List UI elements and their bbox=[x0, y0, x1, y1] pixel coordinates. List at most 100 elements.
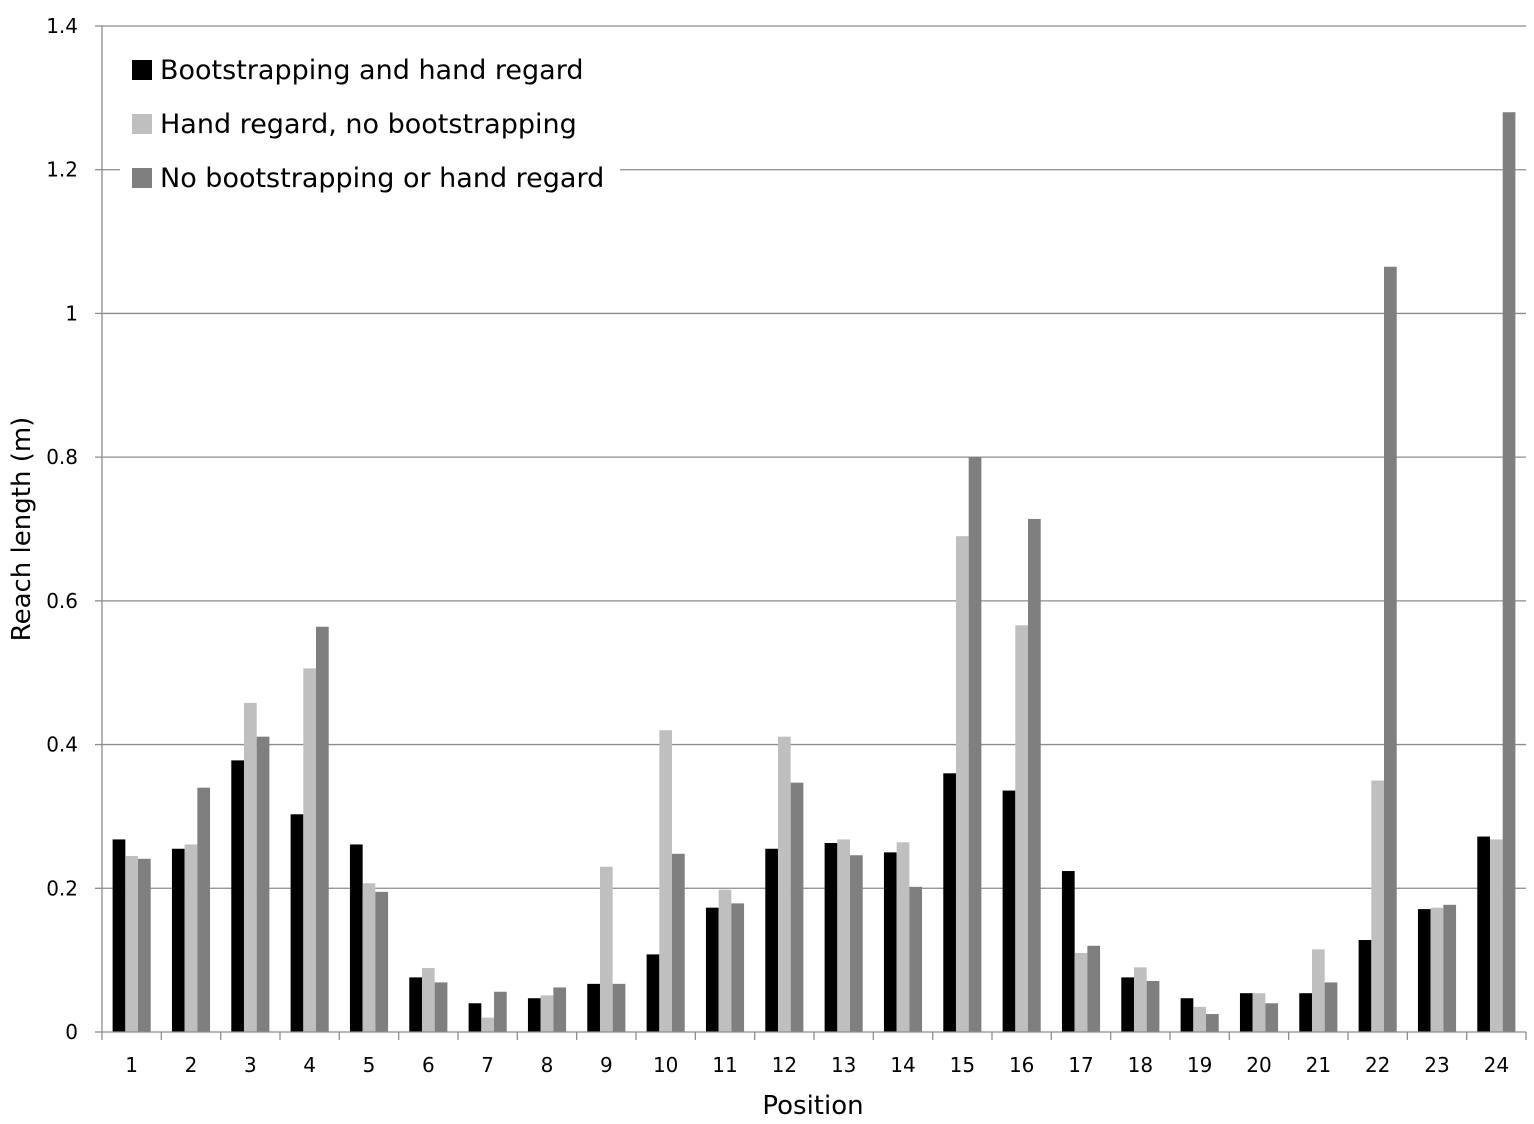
bar bbox=[837, 839, 851, 1032]
bar bbox=[599, 866, 613, 1032]
bar bbox=[409, 977, 422, 1032]
bar bbox=[1074, 952, 1088, 1032]
x-tick-label: 16 bbox=[1009, 1053, 1034, 1077]
bar bbox=[243, 702, 257, 1032]
bar bbox=[968, 457, 982, 1033]
axes bbox=[95, 25, 1527, 1040]
x-tick-label: 7 bbox=[481, 1053, 494, 1077]
bar bbox=[718, 889, 732, 1032]
x-tick-label: 22 bbox=[1365, 1053, 1390, 1077]
bar bbox=[303, 668, 317, 1032]
bar bbox=[1193, 1006, 1207, 1032]
bar bbox=[1384, 266, 1397, 1032]
y-axis-title: Reach length (m) bbox=[7, 417, 37, 642]
legend-item-2: Hand regard, no bootstrapping bbox=[132, 109, 577, 140]
bar bbox=[256, 736, 270, 1032]
bar bbox=[184, 844, 198, 1032]
x-tick-label: 1 bbox=[125, 1053, 138, 1077]
bar bbox=[705, 907, 719, 1032]
x-tick-label: 11 bbox=[712, 1053, 737, 1077]
bar bbox=[896, 842, 910, 1032]
bars bbox=[112, 112, 1516, 1033]
tick-labels: 00.20.40.60.811.21.41 2 3 4 5 6 7 8 9 10 11 12 13 14 1… bbox=[46, 14, 1509, 1077]
bar bbox=[850, 855, 863, 1032]
bar bbox=[468, 1003, 482, 1032]
legend-label: Hand regard, no bootstrapping bbox=[160, 109, 577, 140]
x-tick-label: 8 bbox=[541, 1053, 554, 1077]
x-tick-label: 10 bbox=[653, 1053, 678, 1077]
bar bbox=[909, 886, 923, 1032]
x-tick-label: 17 bbox=[1068, 1053, 1093, 1077]
bar bbox=[349, 844, 363, 1032]
bar bbox=[434, 982, 448, 1032]
bar bbox=[125, 855, 139, 1032]
x-tick-label: 13 bbox=[831, 1053, 856, 1077]
bar bbox=[1133, 967, 1147, 1032]
y-tick-label: 1.2 bbox=[46, 158, 78, 182]
y-tick-label: 0 bbox=[65, 1020, 78, 1044]
bar bbox=[1061, 871, 1075, 1032]
bar bbox=[1443, 904, 1457, 1032]
bar bbox=[1252, 993, 1266, 1032]
y-tick-label: 1 bbox=[65, 301, 78, 325]
y-tick-label: 1.4 bbox=[46, 14, 78, 38]
bar bbox=[1299, 993, 1312, 1032]
x-tick-label: 14 bbox=[890, 1053, 915, 1077]
bar bbox=[112, 839, 126, 1032]
x-tick-label: 23 bbox=[1424, 1053, 1449, 1077]
x-tick-label: 24 bbox=[1484, 1053, 1509, 1077]
x-tick-label: 2 bbox=[185, 1053, 198, 1077]
legend-swatch bbox=[132, 168, 152, 188]
bar bbox=[1180, 998, 1194, 1032]
bar bbox=[362, 883, 376, 1032]
legend-item-1: Bootstrapping and hand regard bbox=[132, 55, 584, 86]
bar bbox=[316, 626, 329, 1032]
bar bbox=[612, 983, 626, 1032]
bar bbox=[1239, 993, 1253, 1032]
bar bbox=[290, 814, 304, 1032]
bar bbox=[790, 782, 804, 1032]
x-tick-label: 6 bbox=[422, 1053, 435, 1077]
bar bbox=[1502, 112, 1516, 1032]
bar bbox=[646, 954, 660, 1032]
bar bbox=[1087, 945, 1101, 1032]
bar bbox=[1477, 836, 1490, 1032]
bar bbox=[138, 858, 151, 1032]
bar bbox=[494, 991, 507, 1032]
legend-swatch bbox=[132, 114, 152, 134]
bar bbox=[421, 968, 435, 1032]
bar bbox=[1206, 1014, 1219, 1032]
legend-label: No bootstrapping or hand regard bbox=[160, 163, 604, 194]
bar bbox=[231, 760, 244, 1032]
bar bbox=[197, 787, 211, 1032]
bar bbox=[1430, 907, 1444, 1032]
bar bbox=[1028, 518, 1041, 1032]
bar bbox=[777, 736, 791, 1032]
bar bbox=[1121, 977, 1134, 1032]
x-tick-label: 19 bbox=[1187, 1053, 1212, 1077]
bar bbox=[553, 987, 567, 1032]
bar bbox=[943, 773, 956, 1032]
bar bbox=[481, 1017, 495, 1032]
bar bbox=[1002, 790, 1016, 1032]
bar bbox=[765, 848, 778, 1032]
bar bbox=[1146, 980, 1160, 1032]
x-tick-label: 20 bbox=[1246, 1053, 1271, 1077]
y-tick-label: 0.4 bbox=[46, 733, 78, 757]
bar bbox=[672, 853, 685, 1032]
bar bbox=[1265, 1003, 1279, 1032]
bar bbox=[375, 891, 389, 1032]
legend-swatch bbox=[132, 60, 152, 80]
legend-item-3: No bootstrapping or hand regard bbox=[132, 163, 604, 194]
bar bbox=[955, 536, 969, 1032]
bar bbox=[527, 998, 541, 1032]
bar bbox=[1489, 839, 1503, 1032]
x-tick-label: 4 bbox=[303, 1053, 316, 1077]
bar bbox=[1324, 982, 1338, 1032]
bar bbox=[883, 852, 897, 1032]
legend-background bbox=[120, 40, 620, 200]
bar bbox=[1311, 949, 1325, 1032]
bar bbox=[1371, 780, 1385, 1032]
x-tick-label: 21 bbox=[1306, 1053, 1331, 1077]
